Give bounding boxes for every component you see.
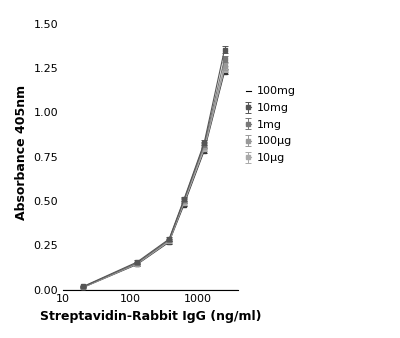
X-axis label: Streptavidin-Rabbit IgG (ng/ml): Streptavidin-Rabbit IgG (ng/ml) (40, 310, 262, 323)
Y-axis label: Absorbance 405nm: Absorbance 405nm (15, 85, 28, 220)
Legend: 100mg, 10mg, 1mg, 100μg, 10μg: 100mg, 10mg, 1mg, 100μg, 10μg (246, 87, 296, 163)
